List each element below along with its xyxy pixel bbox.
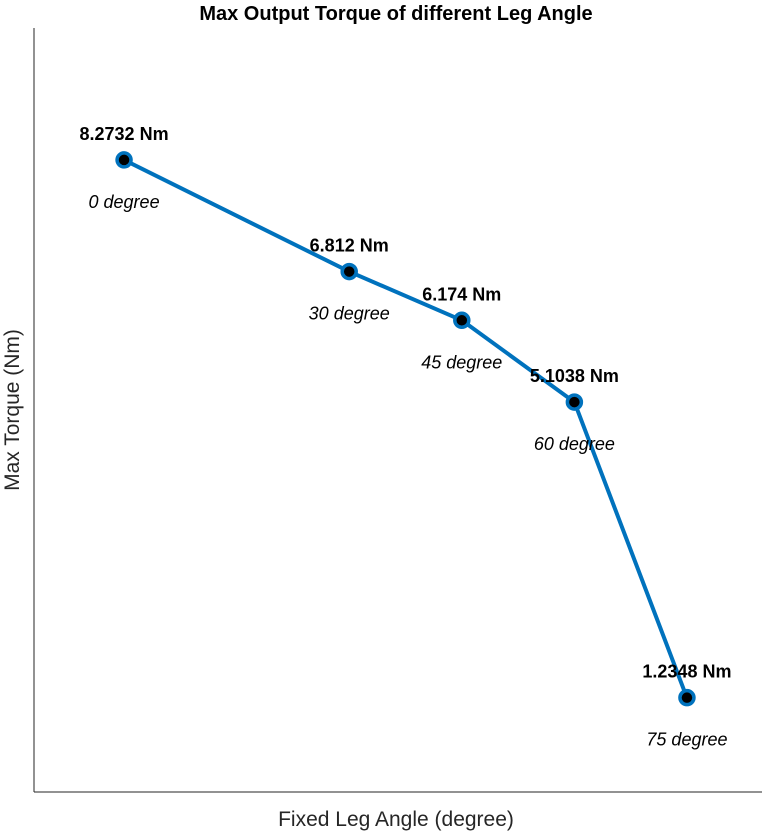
value-label-60: 5.1038 Nm <box>530 366 619 386</box>
data-points <box>115 151 696 707</box>
torque-series-line <box>122 157 689 700</box>
data-point-75 <box>678 688 696 707</box>
data-point-0 <box>115 151 133 169</box>
angle-label-0: 0 degree <box>89 192 160 212</box>
value-label-30: 6.812 Nm <box>310 236 389 256</box>
data-labels: 8.2732 Nm 0 degree 6.812 Nm 30 degree 6.174 … <box>80 124 732 750</box>
angle-label-30: 30 degree <box>309 304 390 324</box>
x-axis-label: Fixed Leg Angle (degree) <box>278 808 514 831</box>
data-point-30 <box>340 262 358 281</box>
angle-label-75: 75 degree <box>646 730 727 750</box>
angle-label-60: 60 degree <box>534 434 615 454</box>
value-label-75: 1.2348 Nm <box>642 662 731 682</box>
y-axis-label: Max Torque (Nm) <box>1 329 24 491</box>
data-point-60 <box>565 393 584 411</box>
chart-title: Max Output Torque of different Leg Angle <box>199 3 592 25</box>
angle-label-45: 45 degree <box>421 352 502 372</box>
value-label-45: 6.174 Nm <box>422 284 501 304</box>
data-point-45 <box>453 311 471 330</box>
value-label-0: 8.2732 Nm <box>80 124 169 144</box>
